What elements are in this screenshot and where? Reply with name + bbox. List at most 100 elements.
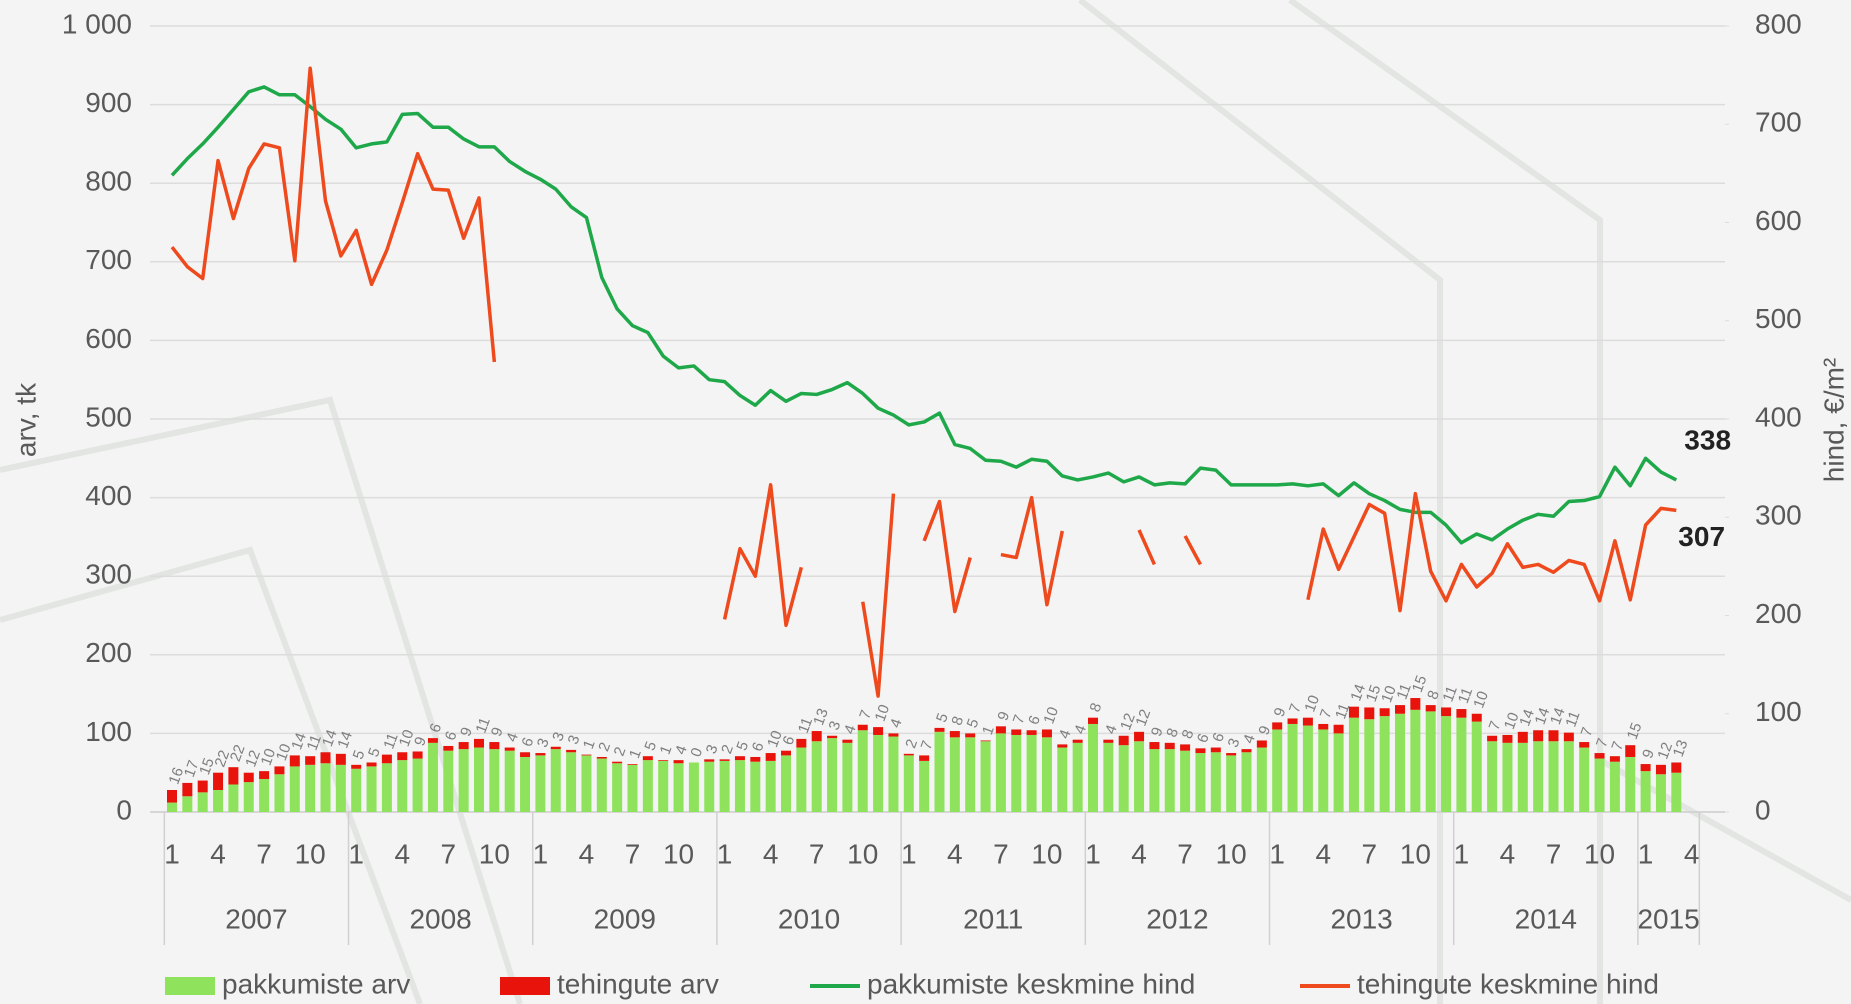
deal-count-bar: [658, 760, 669, 761]
data-label: 14: [288, 731, 310, 752]
deal-count-bar: [1164, 742, 1175, 750]
deal-count-bar: [1149, 742, 1160, 750]
deal-count-bar: [520, 752, 531, 757]
deal-count-bar: [1441, 707, 1452, 717]
offer-count-bar: [504, 750, 515, 812]
deal-count-bar: [857, 724, 868, 731]
y2-tick-label: 500: [1755, 303, 1802, 334]
deal-count-bar: [596, 756, 607, 759]
x-tick-label: 4: [763, 838, 779, 869]
data-label: 11: [1562, 709, 1583, 729]
x-tick-label: 1: [164, 838, 180, 869]
deal-count-bar: [811, 731, 822, 742]
x-tick-label: 10: [847, 838, 878, 869]
deal-count-bar: [1180, 744, 1191, 751]
end-label: 307: [1678, 521, 1725, 552]
offer-count-bar: [903, 755, 914, 812]
offer-count-bar: [458, 749, 469, 812]
x-tick-label: 7: [441, 838, 457, 869]
deal-count-bar: [1502, 734, 1513, 743]
data-label: 17: [181, 758, 203, 779]
offer-count-bar: [934, 731, 945, 812]
offer-count-bar: [1655, 774, 1666, 812]
offer-count-bar: [873, 734, 884, 812]
x-tick-label: 7: [625, 838, 641, 869]
data-label: 10: [273, 742, 295, 763]
x-tick-label: 7: [809, 838, 825, 869]
deal-count-bar: [274, 766, 285, 775]
offer-count-bar: [1625, 756, 1636, 812]
data-label: 14: [334, 729, 356, 750]
offer-count-bar: [1026, 734, 1037, 812]
offer-count-bar: [427, 742, 438, 812]
data-label: 7: [1578, 725, 1597, 739]
data-label: 4: [841, 723, 860, 737]
deal-count-bar: [1425, 705, 1436, 712]
offer-count-bar: [351, 768, 362, 812]
offer-count-bar: [182, 796, 193, 812]
data-label: 12: [242, 748, 264, 769]
deal-count-bar: [1272, 722, 1283, 730]
deal-count-bar: [228, 767, 239, 785]
deal-count-bar: [1625, 745, 1636, 757]
offer-count-bar: [197, 792, 208, 812]
data-label: 11: [1440, 684, 1461, 704]
offer-count-bar: [1471, 721, 1482, 812]
x-tick-label: 10: [1216, 838, 1247, 869]
y2-tick-label: 400: [1755, 401, 1802, 432]
offer-count-bar: [274, 774, 285, 812]
offer-count-bar: [305, 764, 316, 812]
y-tick-label: 800: [85, 166, 132, 197]
deal-count-bar: [1333, 724, 1344, 734]
data-label: 4: [1240, 732, 1259, 746]
offer-count-bar: [888, 736, 899, 812]
deal-count-bar: [965, 733, 976, 738]
deal-count-bar: [888, 733, 899, 737]
data-label: 11: [473, 715, 494, 735]
offer-count-bar: [520, 756, 531, 812]
deal-count-bar: [1134, 731, 1145, 742]
offer-count-bar: [535, 755, 546, 812]
offer-count-bar: [827, 738, 838, 812]
x-tick-label: 1: [1454, 838, 1470, 869]
data-label: 10: [1301, 693, 1323, 714]
deal-count-bar: [995, 726, 1006, 734]
deal-count-bar: [167, 789, 177, 803]
offer-count-bar: [919, 760, 930, 812]
offer-count-bar: [949, 737, 960, 812]
deal-count-bar: [1456, 709, 1467, 718]
offer-count-bar: [1395, 713, 1405, 812]
offer-count-bar: [1226, 755, 1237, 812]
price-line: [170, 66, 1677, 698]
deal-count-bar: [550, 746, 561, 750]
year-label: 2007: [225, 903, 287, 934]
x-tick-label: 1: [717, 838, 733, 869]
data-label: 9: [1255, 724, 1274, 738]
x-tick-label: 10: [1584, 838, 1615, 869]
x-tick-label: 1: [901, 838, 917, 869]
deal-count-bar: [1088, 717, 1098, 724]
offer-count-bar: [1057, 747, 1068, 812]
x-tick-label: 7: [1177, 838, 1193, 869]
deal-count-bar: [719, 759, 730, 761]
deal-count-bar: [381, 754, 392, 764]
deal-count-bar: [734, 756, 745, 761]
deal-count-bar: [535, 753, 546, 756]
x-tick-label: 4: [1131, 838, 1147, 869]
offer-count-bar: [1256, 747, 1267, 812]
year-label: 2008: [409, 903, 471, 934]
offer-count-bar: [1287, 723, 1298, 812]
data-label: 12: [1133, 707, 1155, 728]
x-tick-label: 4: [394, 838, 410, 869]
legend-swatch: [165, 977, 215, 995]
data-label: 1: [626, 747, 645, 761]
deal-count-bar: [1011, 729, 1022, 735]
deal-count-bar: [458, 742, 469, 750]
year-label: 2012: [1146, 903, 1208, 934]
deal-count-bar: [796, 738, 807, 748]
offer-count-bar: [842, 742, 853, 812]
offer-count-bar: [1164, 749, 1175, 812]
deal-count-bar: [1287, 718, 1298, 724]
